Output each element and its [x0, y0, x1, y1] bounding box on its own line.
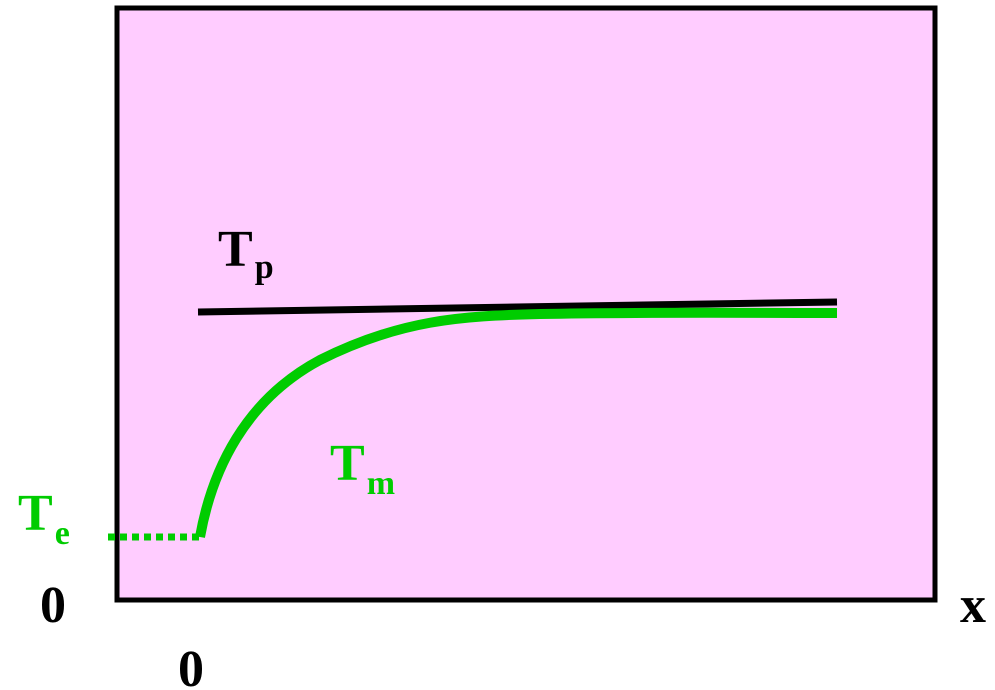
tm-label: Tm	[330, 435, 395, 502]
origin-x-label: 0	[178, 641, 204, 690]
tm-curve	[195, 307, 838, 538]
origin-y-label: 0	[40, 577, 66, 634]
te-label: Te	[18, 485, 70, 552]
x-axis-label: x	[960, 577, 986, 634]
tp-label: Tp	[218, 221, 274, 286]
tp-line	[197, 298, 838, 316]
